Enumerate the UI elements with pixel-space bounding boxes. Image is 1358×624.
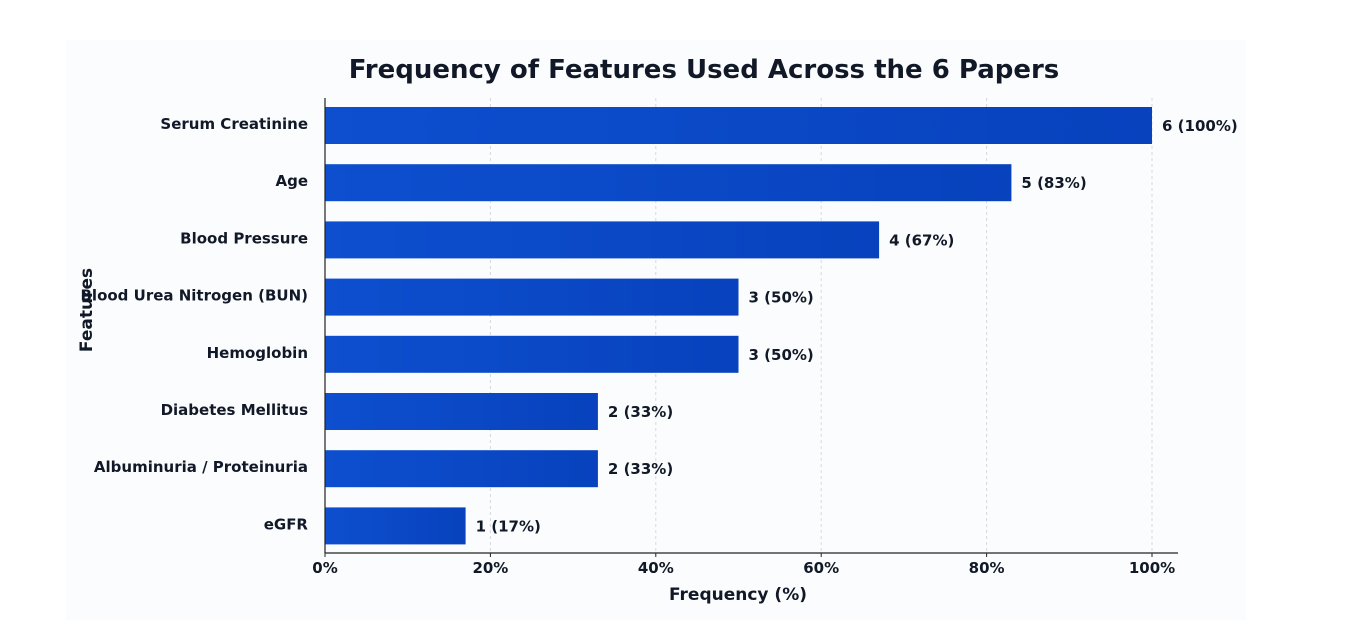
category-label: Blood Urea Nitrogen (BUN)	[81, 287, 309, 305]
category-label: Albuminuria / Proteinuria	[94, 458, 308, 476]
x-tick-label: 20%	[472, 559, 508, 577]
bars-group	[325, 107, 1152, 545]
value-label: 6 (100%)	[1162, 117, 1238, 135]
value-label: 4 (67%)	[889, 231, 954, 249]
category-label: eGFR	[264, 515, 309, 533]
x-tick-labels: 0% 20% 40% 60% 80% 100%	[312, 553, 1175, 577]
category-label: Diabetes Mellitus	[161, 401, 308, 419]
value-label: 1 (17%)	[476, 517, 541, 535]
bar	[325, 507, 466, 545]
x-tick-label: 100%	[1129, 559, 1175, 577]
bar	[325, 393, 598, 430]
category-label: Hemoglobin	[207, 344, 308, 362]
bar	[325, 107, 1152, 144]
category-labels: Serum Creatinine Age Blood Pressure Blood U…	[81, 115, 309, 533]
x-tick-label: 60%	[803, 559, 839, 577]
y-axis-label: Features	[77, 268, 97, 352]
bar	[325, 164, 1012, 202]
value-label: 2 (33%)	[608, 460, 673, 478]
value-label: 3 (50%)	[749, 289, 814, 307]
category-label: Blood Pressure	[180, 229, 308, 247]
bar	[325, 221, 880, 259]
x-axis-label: Frequency (%)	[669, 585, 807, 605]
value-labels: 6 (100%) 5 (83%) 4 (67%) 3 (50%) 3 (50%) 2 (3…	[476, 117, 1238, 535]
x-tick-label: 0%	[312, 559, 337, 577]
bar	[325, 450, 598, 488]
value-label: 5 (83%)	[1021, 174, 1086, 192]
category-label: Age	[275, 172, 308, 190]
value-label: 2 (33%)	[608, 403, 673, 421]
chart-title: Frequency of Features Used Across the 6 …	[349, 55, 1060, 85]
bar	[325, 335, 739, 373]
x-tick-label: 80%	[969, 559, 1005, 577]
value-label: 3 (50%)	[749, 346, 814, 364]
bar	[325, 278, 739, 316]
category-label: Serum Creatinine	[160, 115, 308, 133]
x-tick-label: 40%	[638, 559, 674, 577]
